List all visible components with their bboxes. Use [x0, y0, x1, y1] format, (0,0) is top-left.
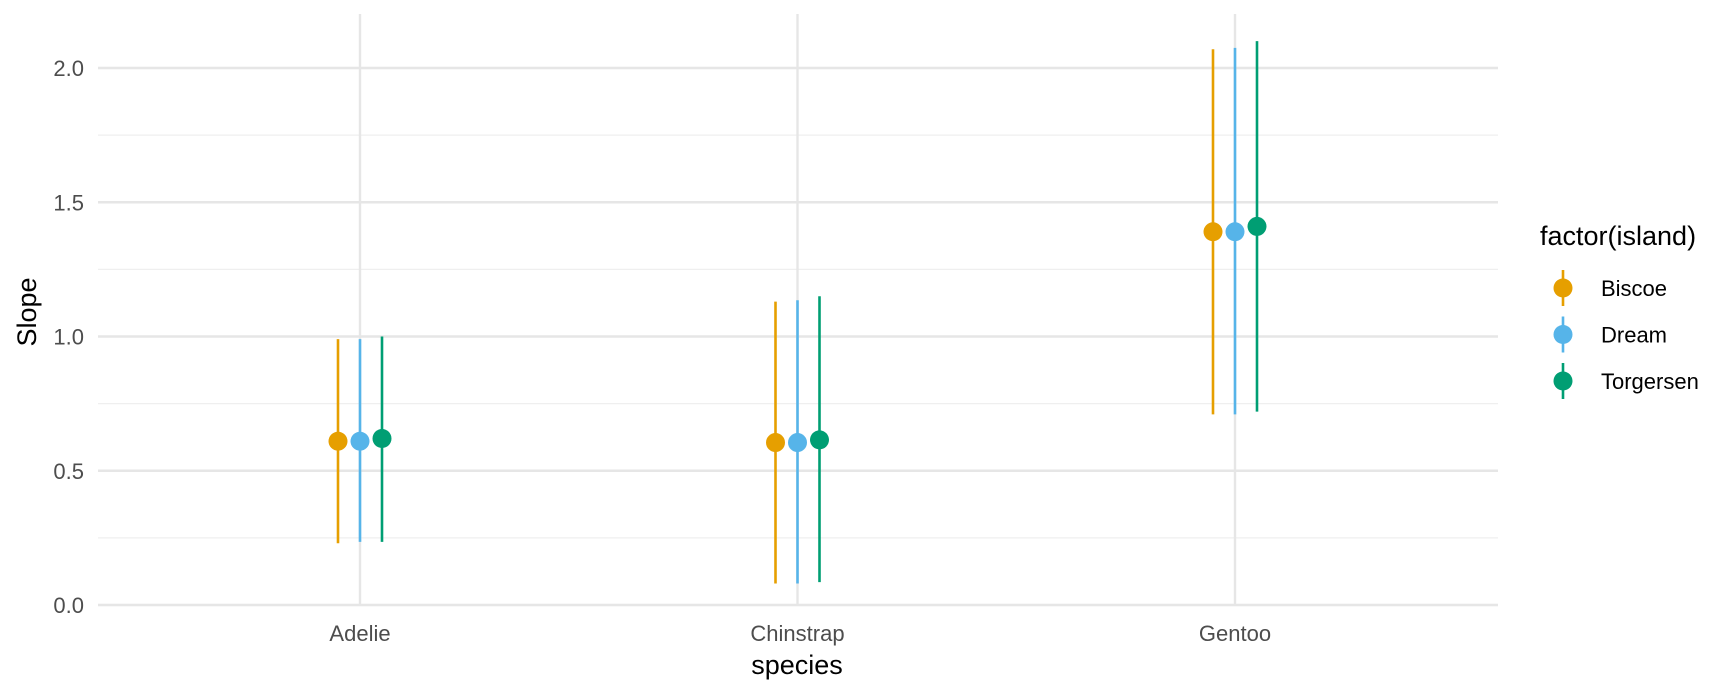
- legend-key-point: [1553, 325, 1573, 344]
- series-biscoe: [328, 49, 1223, 584]
- y-tick-label: 2.0: [53, 56, 84, 81]
- legend-label: Torgersen: [1601, 369, 1699, 394]
- y-axis-ticks: 0.0 0.5 1.0 1.5 2.0: [53, 56, 84, 618]
- legend-item-biscoe: Biscoe: [1553, 270, 1667, 306]
- point-dream-adelie: [350, 431, 370, 451]
- legend-item-torgersen: Torgersen: [1553, 363, 1699, 399]
- point-biscoe-adelie: [328, 431, 348, 451]
- point-biscoe-chinstrap: [766, 433, 785, 453]
- x-tick-label: Adelie: [329, 621, 390, 646]
- legend-label: Biscoe: [1601, 276, 1667, 301]
- point-torgersen-chinstrap: [810, 430, 829, 450]
- legend-items: Biscoe Dream Torgersen: [1553, 270, 1699, 399]
- x-axis-title: species: [751, 650, 843, 680]
- legend-item-dream: Dream: [1553, 316, 1667, 353]
- point-torgersen-gentoo: [1247, 216, 1267, 236]
- x-axis-ticks: Adelie Chinstrap Gentoo: [329, 621, 1271, 646]
- y-axis-title: Slope: [12, 277, 42, 346]
- legend-key-point: [1553, 371, 1573, 391]
- y-tick-label: 0.5: [53, 459, 84, 484]
- legend-title: factor(island): [1540, 221, 1696, 251]
- data-layer: [328, 41, 1267, 584]
- series-torgersen: [372, 41, 1267, 583]
- point-dream-gentoo: [1225, 222, 1245, 242]
- legend-key-point: [1553, 278, 1573, 298]
- y-tick-label: 1.0: [53, 325, 84, 350]
- legend-label: Dream: [1601, 323, 1667, 348]
- point-dream-chinstrap: [788, 433, 807, 453]
- y-tick-label: 0.0: [53, 593, 84, 618]
- point-biscoe-gentoo: [1203, 222, 1223, 242]
- point-torgersen-adelie: [372, 429, 392, 449]
- x-tick-label: Gentoo: [1199, 621, 1271, 646]
- x-tick-label: Chinstrap: [750, 621, 844, 646]
- series-dream: [350, 47, 1245, 584]
- legend: factor(island) Biscoe Dream Torgersen: [1540, 221, 1699, 399]
- y-tick-label: 1.5: [53, 190, 84, 215]
